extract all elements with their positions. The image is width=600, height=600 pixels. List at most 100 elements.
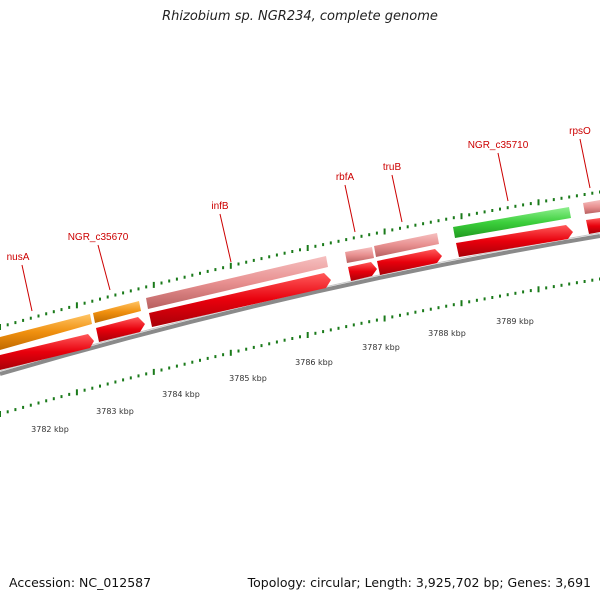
scale-tick (129, 376, 132, 380)
scale-tick (160, 368, 163, 372)
scale-tick (191, 273, 194, 277)
gene-bar-NGR_c35710[interactable] (453, 207, 571, 238)
gene-labels: nusA NGR_c35670 infB rbfA truB NGR_c35710 rpsO (7, 126, 591, 263)
scale-tick (537, 286, 540, 293)
scale-tick (375, 318, 378, 322)
scale-tick (591, 191, 594, 195)
cds-arrow-NGR_c35670[interactable] (96, 317, 145, 342)
scale-tick (468, 213, 471, 217)
scale-tick (406, 312, 409, 316)
scale-tick (283, 338, 286, 342)
scale-label: 3789 kbp (496, 317, 534, 326)
scale-tick (445, 217, 448, 221)
scale-tick (222, 266, 225, 270)
scale-tick (99, 384, 101, 388)
scale-tick (137, 287, 140, 291)
cds-arrow-rbfA[interactable] (348, 262, 377, 281)
gene-label-infB[interactable]: infB (211, 201, 229, 212)
gene-label-rbfA[interactable]: rbfA (336, 172, 355, 183)
scale-tick (391, 228, 394, 232)
scale-tick (329, 241, 332, 245)
gene-label-truB[interactable]: truB (383, 162, 402, 173)
scale-tick (137, 374, 140, 378)
gene-label-NGR_c35710[interactable]: NGR_c35710 (468, 140, 529, 151)
cds-arrow-nusA[interactable] (0, 334, 94, 370)
scale-tick (45, 399, 48, 403)
scale-tick (229, 262, 232, 269)
scale-tick (575, 194, 578, 198)
scale-tick (199, 358, 201, 362)
gene-bar-NGR_c35670[interactable] (93, 301, 141, 323)
cds-arrows (0, 218, 600, 370)
scale-tick (552, 285, 555, 289)
leader-nusA (21, 264, 33, 312)
scale-tick (291, 337, 294, 340)
scale-tick (368, 320, 371, 324)
label-leaders (21, 138, 591, 312)
scale-tick (299, 248, 301, 252)
scale-tick (214, 355, 217, 359)
scale-tick (414, 223, 417, 227)
scale-tick (114, 380, 117, 384)
scale-tick (245, 347, 248, 351)
scale-tick (506, 293, 509, 297)
scale-tick (160, 281, 163, 285)
gene-label-rpsO[interactable]: rpsO (569, 126, 591, 137)
scale-tick (575, 281, 578, 285)
scale-tick (583, 193, 586, 196)
scale-tick (306, 245, 309, 251)
gene-bar-rbfA[interactable] (345, 247, 374, 263)
scale-tick (283, 251, 286, 255)
scale-tick (475, 298, 478, 302)
scale-tick (68, 392, 71, 396)
gene-bar-infB[interactable] (146, 256, 328, 309)
scale-tick (383, 315, 386, 322)
scale-tick (299, 335, 301, 339)
leader-infB (219, 213, 232, 263)
scale-tick (452, 303, 455, 307)
scale-label: 3782 kbp (31, 425, 69, 434)
scale-tick (168, 366, 171, 370)
cds-arrow-NGR_c35710[interactable] (456, 225, 573, 257)
gene-label-nusA[interactable]: nusA (7, 252, 30, 263)
scale-tick (545, 286, 548, 290)
scale-tick (183, 362, 186, 366)
scale-tick (168, 279, 171, 283)
leader-rbfA (344, 184, 356, 233)
scale-tick (360, 321, 363, 325)
cds-arrow-infB[interactable] (149, 273, 331, 327)
lower-tick-row (0, 277, 600, 417)
scale-tick (45, 312, 48, 316)
scale-tick (499, 294, 501, 298)
leader-NGR_c35710 (497, 152, 509, 202)
cds-arrow-truB[interactable] (377, 249, 442, 275)
scale-tick (75, 389, 78, 396)
map-title: Rhizobium sp. NGR234, complete genome (162, 9, 438, 24)
scale-label: 3786 kbp (295, 358, 333, 367)
scale-label: 3787 kbp (362, 343, 400, 352)
scale-tick (437, 306, 440, 310)
scale-tick (91, 299, 94, 303)
scale-tick (175, 364, 178, 368)
scale-tick (268, 342, 271, 346)
gene-bar-truB[interactable] (374, 233, 439, 257)
gene-label-NGR_c35670[interactable]: NGR_c35670 (68, 232, 129, 243)
leader-rpsO (579, 138, 591, 189)
gene-bar-rpsO[interactable] (583, 200, 600, 214)
scale-tick (60, 308, 63, 312)
scale-tick (275, 253, 278, 257)
scale-tick (422, 309, 425, 313)
scale-tick (545, 199, 548, 203)
scale-tick (83, 388, 86, 392)
gene-bar-nusA[interactable] (0, 314, 92, 350)
scale-label: 3784 kbp (162, 390, 200, 399)
feature-bars (0, 200, 600, 350)
scale-tick (275, 340, 278, 344)
scale-tick (445, 304, 448, 308)
cds-arrow-rpsO[interactable] (586, 218, 600, 234)
scale-tick (260, 344, 263, 348)
scale-tick (237, 349, 240, 353)
scale-tick (314, 331, 317, 335)
scale-tick (99, 297, 101, 301)
